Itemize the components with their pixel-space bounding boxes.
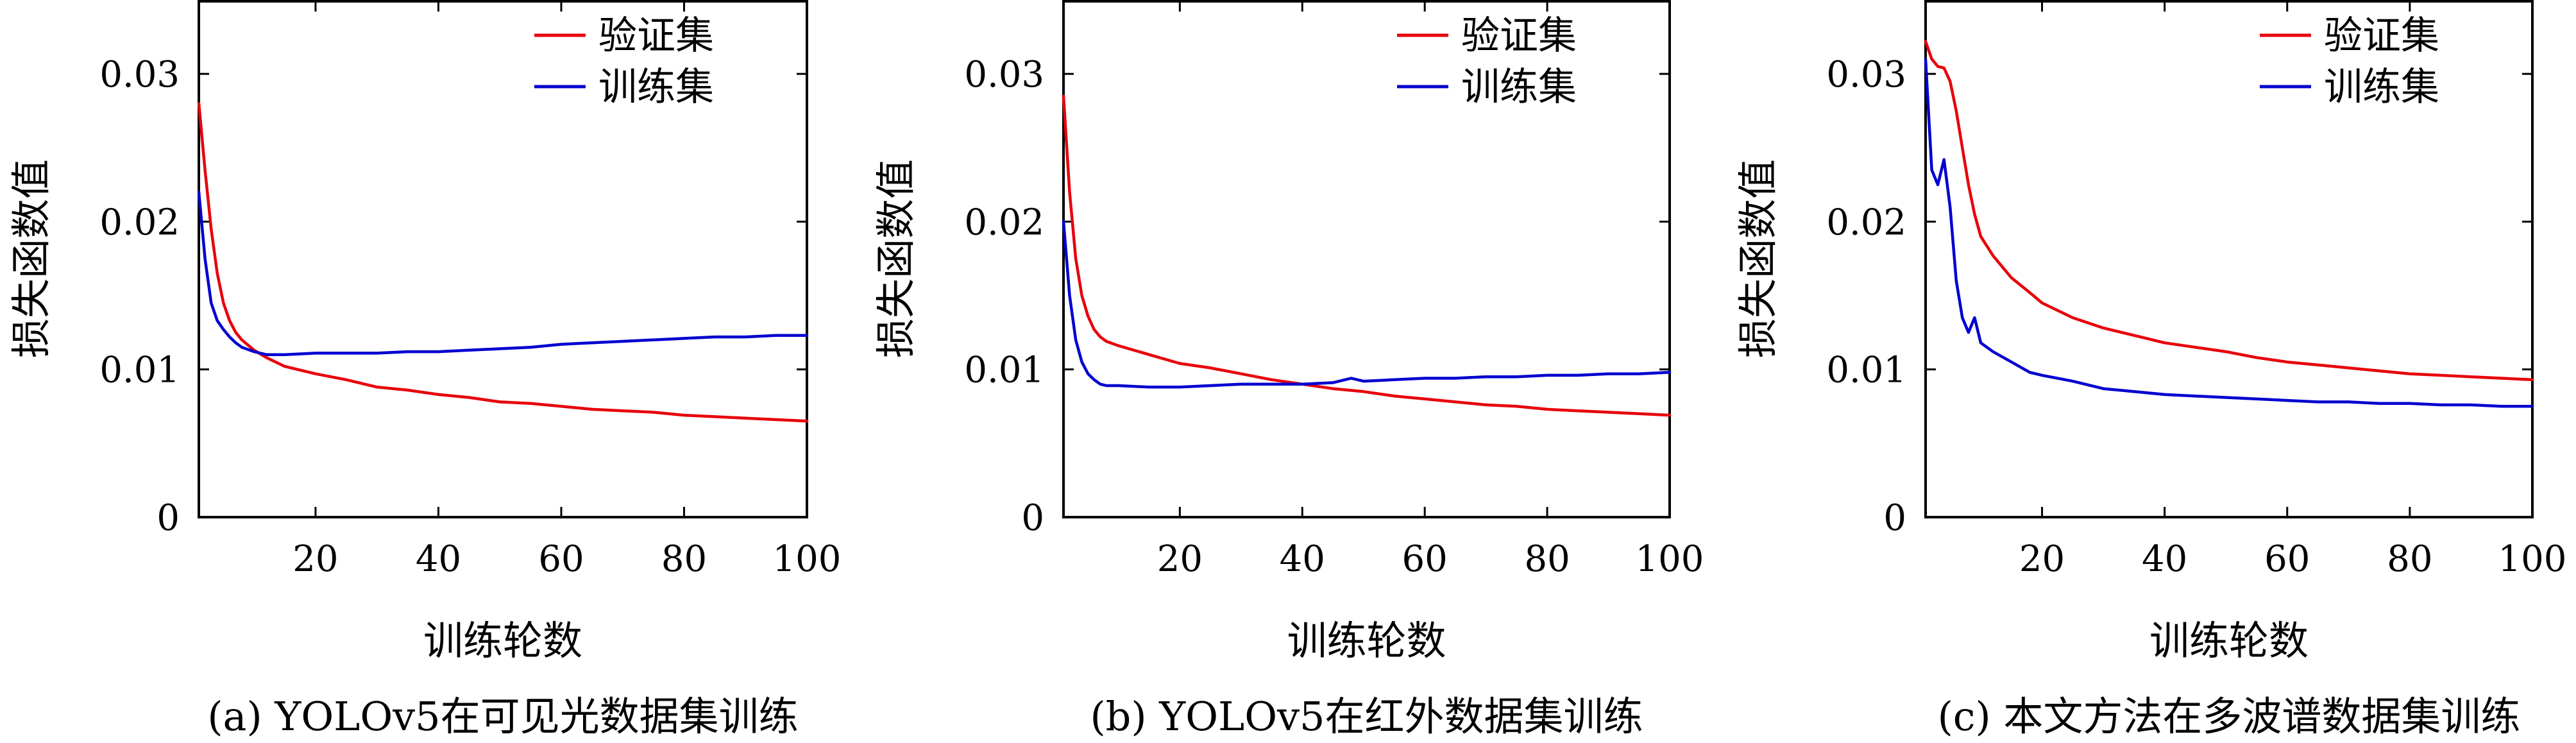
y-tick-label: 0.03 bbox=[964, 54, 1044, 96]
chart-panel-c: 20 40 60 80 100 0 0.01 0.02 0.03 训练轮数 损失函数值 (c) 本文方… bbox=[1734, 0, 2567, 740]
x-tick-label: 20 bbox=[292, 538, 338, 580]
x-tick-label: 60 bbox=[2264, 538, 2310, 580]
series-line-validation bbox=[1924, 40, 2534, 382]
series-line-training bbox=[197, 191, 809, 356]
x-tick-label: 100 bbox=[1636, 538, 1704, 580]
x-tick-label: 40 bbox=[2142, 538, 2187, 580]
chart-panel-a: 20 40 60 80 100 0 0.01 0.02 0.03 训练轮数 损失函数值 (a) YOL… bbox=[8, 0, 842, 740]
x-tick-label: 40 bbox=[416, 538, 461, 580]
series-line-validation bbox=[197, 101, 809, 423]
series-line-training bbox=[1924, 57, 2534, 408]
panel-caption: (c) 本文方法在多波谱数据集训练 bbox=[1938, 693, 2521, 740]
x-tick-label: 40 bbox=[1280, 538, 1325, 580]
legend-label: 训练集 bbox=[598, 65, 714, 110]
x-tick-label: 60 bbox=[538, 538, 584, 580]
plot-frame bbox=[1062, 0, 1671, 518]
y-tick-label: 0 bbox=[157, 497, 180, 539]
panel-caption: (b) YOLOv5在红外数据集训练 bbox=[1090, 693, 1643, 740]
x-tick-label: 20 bbox=[2019, 538, 2065, 580]
legend-label: 验证集 bbox=[1461, 13, 1577, 58]
y-tick-label: 0.01 bbox=[99, 350, 180, 391]
y-tick-label: 0 bbox=[1883, 497, 1906, 539]
x-axis-label: 训练轮数 bbox=[2149, 617, 2309, 664]
chart-panel-b: 20 40 60 80 100 0 0.01 0.02 0.03 训练轮数 损失函数值 (b) YOL… bbox=[872, 0, 1704, 740]
x-tick-label: 100 bbox=[773, 538, 842, 580]
x-tick-label: 80 bbox=[661, 538, 707, 580]
x-tick-label: 20 bbox=[1157, 538, 1203, 580]
x-axis-label: 训练轮数 bbox=[1287, 617, 1446, 664]
series-line-training bbox=[1062, 220, 1672, 389]
series-line-validation bbox=[1062, 94, 1672, 417]
y-tick-label: 0.01 bbox=[964, 350, 1044, 391]
x-axis-label: 训练轮数 bbox=[423, 617, 582, 664]
y-tick-label: 0.03 bbox=[99, 54, 180, 96]
x-tick-label: 80 bbox=[1524, 538, 1570, 580]
legend-label: 训练集 bbox=[2324, 65, 2439, 110]
legend-label: 验证集 bbox=[598, 13, 714, 58]
x-tick-label: 80 bbox=[2387, 538, 2432, 580]
legend-label: 训练集 bbox=[1461, 65, 1577, 110]
y-tick-label: 0.01 bbox=[1826, 350, 1906, 391]
panel-caption: (a) YOLOv5在可见光数据集训练 bbox=[207, 693, 798, 740]
x-tick-label: 100 bbox=[2498, 538, 2567, 580]
y-tick-label: 0.03 bbox=[1826, 54, 1906, 96]
legend-label: 验证集 bbox=[2324, 13, 2439, 58]
y-tick-label: 0 bbox=[1021, 497, 1044, 539]
plot-frame bbox=[1924, 0, 2534, 518]
y-axis-label: 损失函数值 bbox=[872, 159, 919, 358]
x-tick-label: 60 bbox=[1402, 538, 1448, 580]
y-axis-label: 损失函数值 bbox=[8, 159, 55, 358]
plot-frame bbox=[198, 0, 808, 518]
y-tick-label: 0.02 bbox=[964, 201, 1044, 243]
y-tick-label: 0.02 bbox=[99, 201, 180, 243]
y-axis-label: 损失函数值 bbox=[1734, 159, 1781, 358]
y-tick-label: 0.02 bbox=[1826, 201, 1906, 243]
